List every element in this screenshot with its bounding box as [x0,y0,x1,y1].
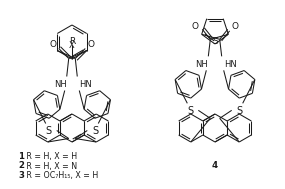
Text: 4: 4 [212,161,218,170]
Text: X: X [69,40,75,50]
Text: R = H, X = H: R = H, X = H [24,152,77,161]
Text: R = H, X = N: R = H, X = N [24,161,77,170]
Text: O: O [49,40,56,49]
Text: HN: HN [79,80,92,89]
Text: S: S [237,106,243,116]
Text: NH: NH [195,60,208,69]
Text: 2: 2 [18,161,24,170]
Text: HN: HN [224,60,237,69]
Text: O: O [192,22,199,31]
Text: O: O [231,22,238,31]
Text: R = OC₇H₁₅, X = H: R = OC₇H₁₅, X = H [24,171,98,180]
Text: O: O [88,40,95,49]
Text: S: S [46,126,52,136]
Text: 3: 3 [18,171,24,180]
Text: 1: 1 [18,152,24,161]
Text: NH: NH [54,80,67,89]
Text: R: R [69,36,75,46]
Text: S: S [212,37,218,46]
Text: S: S [92,126,98,136]
Text: S: S [187,106,194,116]
